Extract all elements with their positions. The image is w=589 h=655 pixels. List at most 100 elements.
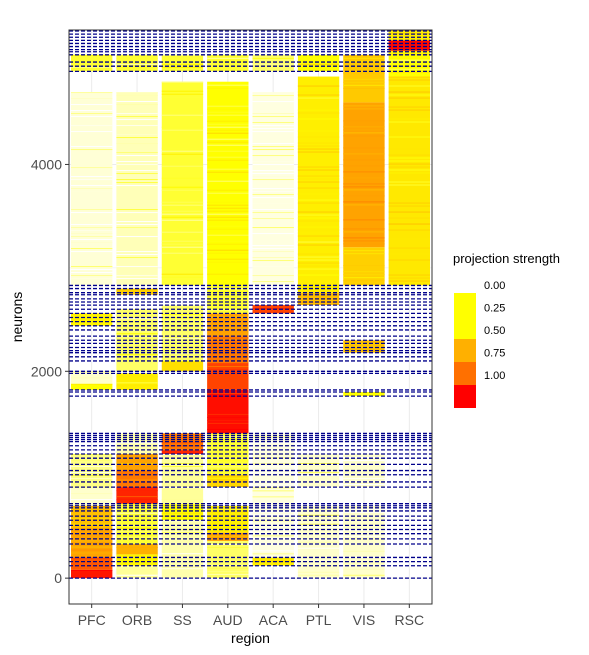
heatmap-cell-streak bbox=[161, 210, 204, 212]
heatmap-cell-streak bbox=[252, 281, 294, 283]
heatmap-cell-streak bbox=[252, 484, 294, 486]
heatmap-cell-streak bbox=[71, 233, 113, 235]
heatmap-cell-streak bbox=[388, 238, 430, 240]
heatmap-cell-streak bbox=[161, 201, 204, 203]
heatmap-cell-streak bbox=[161, 350, 204, 352]
heatmap-cell-streak bbox=[71, 383, 113, 385]
heatmap-cell-streak bbox=[71, 113, 113, 115]
heatmap-cell-streak bbox=[116, 257, 158, 259]
heatmap-cell-streak bbox=[252, 487, 294, 489]
panel-border bbox=[68, 29, 433, 605]
heatmap-cell-block bbox=[71, 569, 113, 579]
heatmap-cell-streak bbox=[207, 120, 249, 122]
heatmap-cell-block bbox=[116, 92, 158, 286]
heatmap-cell-streak bbox=[297, 472, 340, 474]
heatmap-cell-streak bbox=[297, 187, 340, 189]
heatmap-cell-streak bbox=[161, 177, 204, 179]
heatmap-cell-streak bbox=[161, 66, 204, 68]
heatmap-cell-streak bbox=[116, 382, 158, 384]
heatmap-cell-streak bbox=[388, 217, 430, 219]
heatmap-cell-streak bbox=[116, 224, 158, 226]
heatmap-cell-streak bbox=[343, 228, 385, 230]
heatmap-cell-streak bbox=[343, 135, 385, 137]
heatmap-cell-streak bbox=[343, 280, 385, 282]
heatmap-cell-streak bbox=[297, 262, 340, 264]
heatmap-cell-streak bbox=[297, 226, 340, 228]
heatmap-cell-streak bbox=[116, 530, 158, 532]
heatmap-cell-streak bbox=[71, 478, 113, 480]
heatmap-cell-streak bbox=[116, 66, 158, 68]
legend-label: 0.50 bbox=[484, 325, 505, 337]
heatmap-cell-streak bbox=[207, 369, 249, 371]
heatmap-cell-streak bbox=[161, 535, 204, 537]
heatmap-cell-streak bbox=[388, 160, 430, 162]
legend: projection strength 0.00 0.25 0.50 0.75 1.00 bbox=[453, 251, 560, 408]
heatmap-cell-block bbox=[161, 360, 204, 372]
heatmap-cell-streak bbox=[116, 479, 158, 481]
heatmap-cell-streak bbox=[207, 228, 249, 230]
heatmap-cell-streak bbox=[161, 487, 204, 489]
heatmap-cell-streak bbox=[207, 129, 249, 131]
heatmap-cell-block bbox=[343, 391, 385, 397]
heatmap-cell-streak bbox=[207, 114, 249, 116]
heatmap-cell-streak bbox=[297, 268, 340, 270]
heatmap-cell-streak bbox=[297, 274, 340, 276]
heatmap-cell-streak bbox=[388, 79, 430, 81]
heatmap-cell-streak bbox=[252, 164, 294, 166]
heatmap-cell-streak bbox=[71, 209, 113, 211]
heatmap-cell-streak bbox=[71, 98, 113, 100]
heatmap-cell-streak bbox=[207, 138, 249, 140]
heatmap-cell-streak bbox=[297, 211, 340, 213]
heatmap-cell-streak bbox=[71, 275, 113, 277]
y-tick-label: 2000 bbox=[31, 363, 62, 379]
heatmap-cell-streak bbox=[71, 278, 113, 280]
heatmap-cell-streak bbox=[297, 148, 340, 150]
heatmap-cell-streak bbox=[116, 496, 158, 498]
heatmap-cell-streak bbox=[297, 63, 340, 65]
axes: PFC ORB SS AUD ACA PTL VIS RSC 0 2000 4000 bbox=[31, 156, 424, 628]
heatmap-cell-streak bbox=[71, 523, 113, 525]
heatmap-cell-streak bbox=[116, 143, 158, 145]
heatmap-cell-streak bbox=[71, 569, 113, 571]
heatmap-cell-streak bbox=[388, 53, 430, 55]
heatmap-cell-streak bbox=[297, 199, 340, 201]
heatmap-cell-streak bbox=[343, 265, 385, 267]
heatmap-cell-streak bbox=[343, 165, 385, 167]
heatmap-cell-streak bbox=[252, 131, 294, 133]
heatmap-cell-streak bbox=[388, 280, 430, 282]
heatmap-cell-streak bbox=[343, 204, 385, 206]
heatmap-cell-streak bbox=[161, 445, 204, 447]
heatmap-cell-streak bbox=[252, 218, 294, 220]
heatmap-cell-streak bbox=[207, 249, 249, 251]
heatmap-cell-streak bbox=[343, 511, 385, 513]
heatmap-cell-streak bbox=[71, 110, 113, 112]
heatmap-cell-streak bbox=[116, 251, 158, 253]
heatmap-cell-streak bbox=[343, 568, 385, 570]
heatmap-cell-block bbox=[297, 54, 340, 72]
heatmap-cell-streak bbox=[161, 81, 204, 83]
heatmap-cell-streak bbox=[116, 63, 158, 65]
heatmap-cell-streak bbox=[297, 169, 340, 171]
heatmap-cell-streak bbox=[207, 416, 249, 418]
heatmap-cell-streak bbox=[207, 366, 249, 368]
heatmap-cell-streak bbox=[207, 105, 249, 107]
heatmap-cell-streak bbox=[343, 87, 385, 89]
heatmap-cell-streak bbox=[207, 57, 249, 59]
heatmap-cell-streak bbox=[343, 240, 385, 242]
heatmap-cell-streak bbox=[207, 480, 249, 482]
heatmap-cell-streak bbox=[207, 144, 249, 146]
heatmap-cell-streak bbox=[71, 92, 113, 94]
heatmap-cell-block bbox=[297, 76, 340, 286]
heatmap-cell-streak bbox=[71, 188, 113, 190]
heatmap-cell-streak bbox=[207, 392, 249, 394]
heatmap-cell-streak bbox=[71, 511, 113, 513]
heatmap-cell-streak bbox=[252, 128, 294, 130]
heatmap-cell-block bbox=[207, 389, 249, 434]
heatmap-cell-streak bbox=[71, 54, 113, 56]
heatmap-cell-streak bbox=[343, 529, 385, 531]
heatmap-cell-streak bbox=[71, 242, 113, 244]
heatmap-cell-streak bbox=[161, 213, 204, 215]
heatmap-cell-streak bbox=[343, 460, 385, 462]
heatmap-cell-streak bbox=[207, 477, 249, 479]
heatmap-cell-streak bbox=[297, 475, 340, 477]
